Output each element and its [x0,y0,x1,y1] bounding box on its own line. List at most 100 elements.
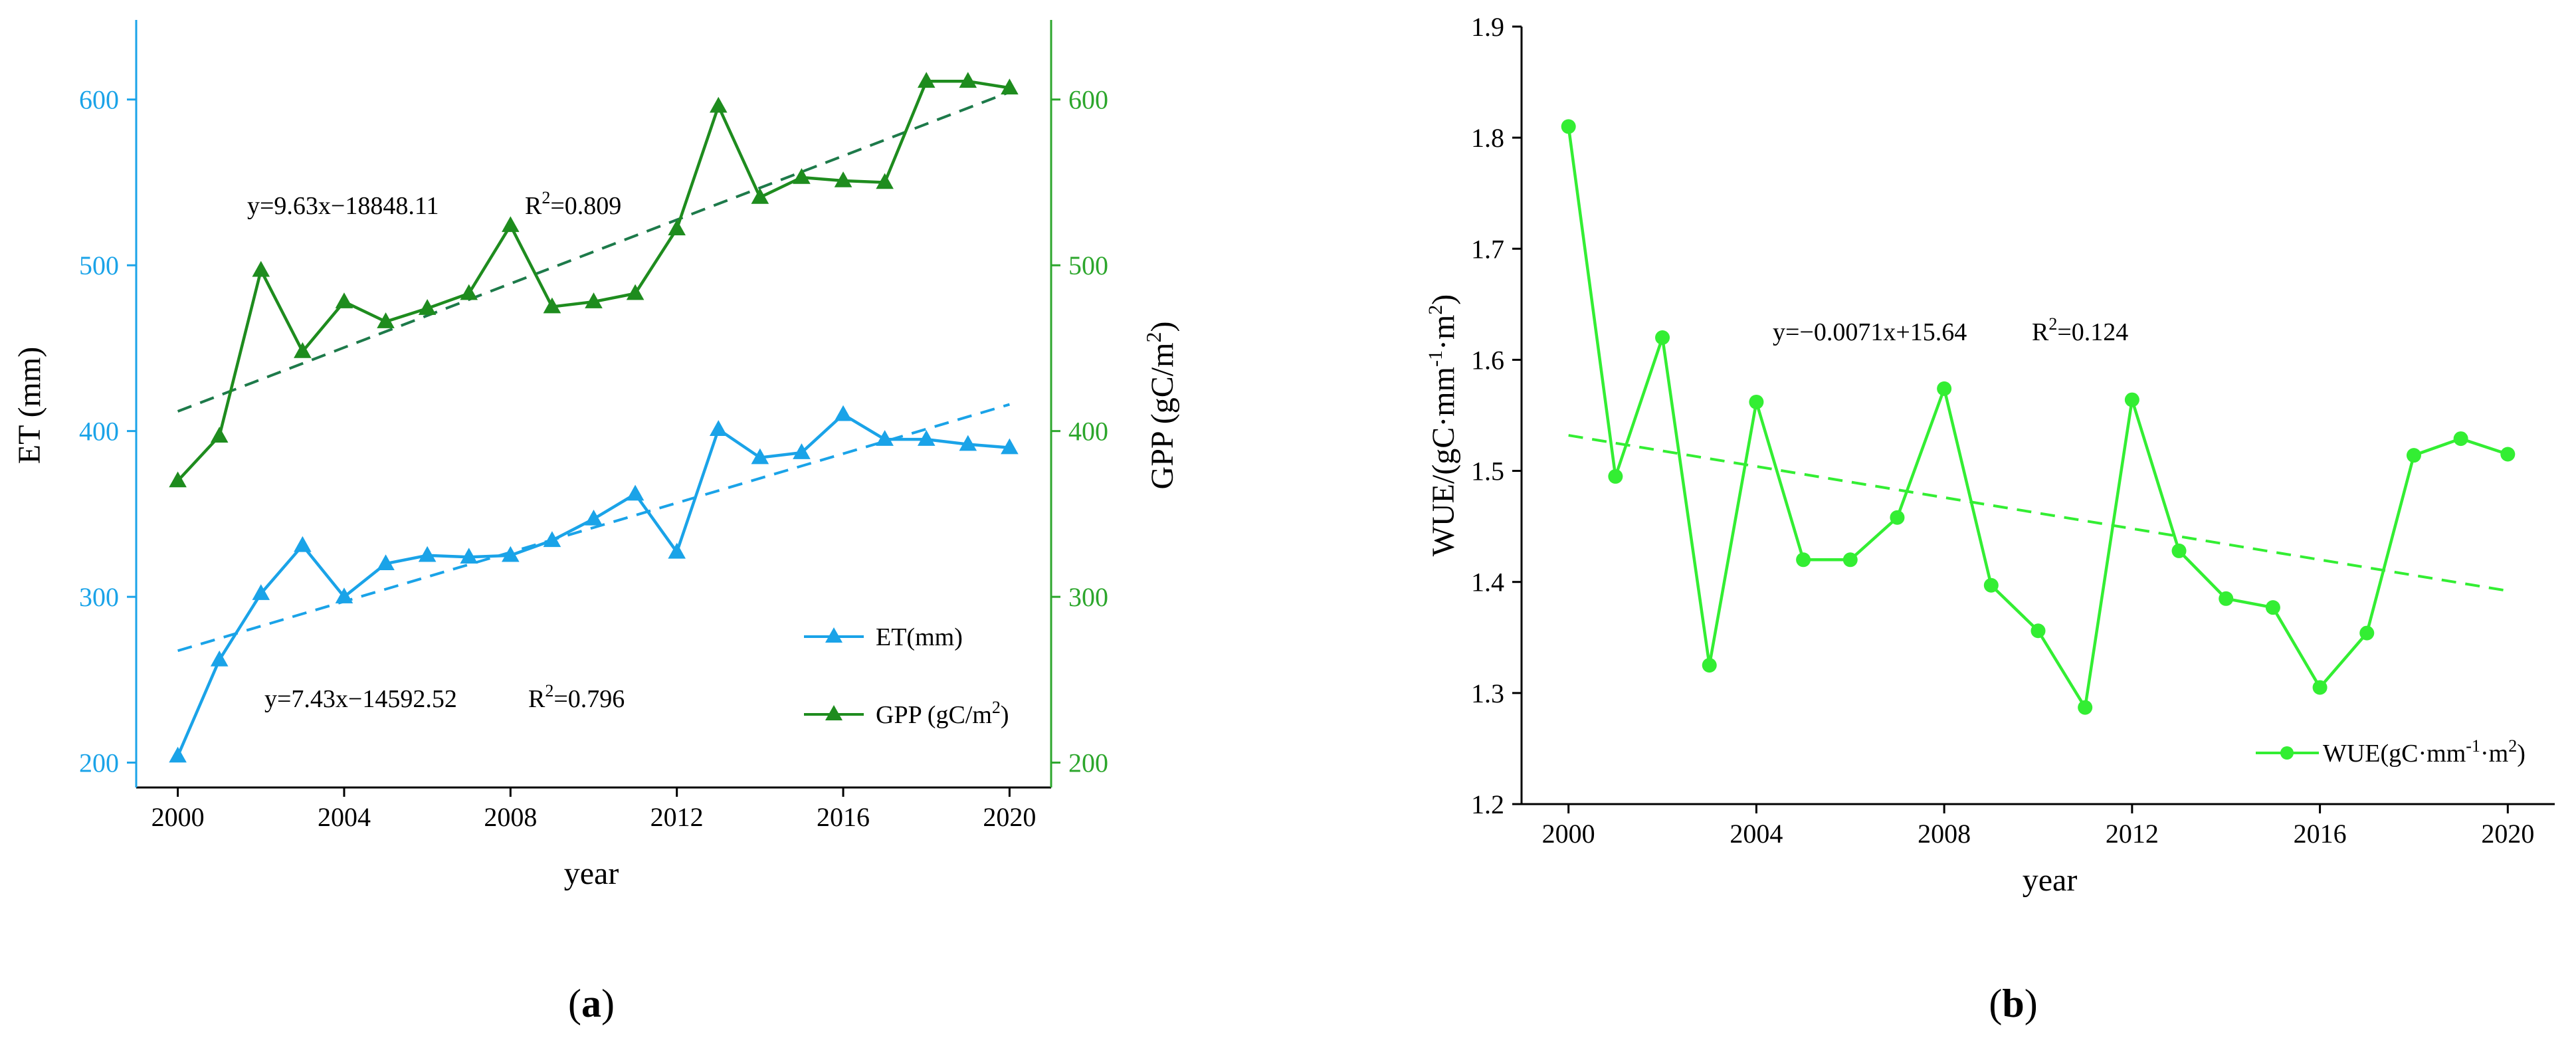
panel-b-legend-sup2: 2 [2508,736,2517,756]
panel-a-et-point [668,542,686,559]
panel-a-y-left-tick-label: 300 [79,582,119,612]
panel-a-gpp-point [335,292,353,308]
panel-b-y-title-end: ) [1426,294,1461,305]
panel-a-y-left-tick-label: 600 [79,85,119,115]
panel-a-gpp-r2-value: =0.809 [550,192,621,220]
panel-b-equation: y=−0.0071x+15.64 [1773,318,1967,346]
panel-b-wue-line [1567,126,2509,709]
panel-a-legend-gpp-end: ) [1001,701,1009,729]
panel-a-gpp-point [460,284,478,300]
panel-a-legend-et-label: ET(mm) [876,623,963,651]
panel-b-r2-value: =0.124 [2057,318,2128,346]
panel-b-r2-sup: 2 [2048,314,2057,334]
panel-b-x-tick-label: 2012 [2106,819,2159,849]
panel-b-label: (b) [1989,982,2037,1025]
panel-b-wue-point [2453,431,2468,447]
panel-b-x-tick-label: 2000 [1542,819,1595,849]
panel-a-y-right-tick-label: 200 [1068,748,1108,778]
panel-b-x-tick-label: 2004 [1730,819,1783,849]
panel-a-gpp-point [1001,78,1019,95]
panel-a-gpp-point [959,72,977,88]
panel-a-et-point [793,443,811,459]
panel-a-et-point [917,430,936,446]
panel-b-r2: R2=0.124 [2032,314,2128,346]
panel-b-wue-point [2265,600,2280,615]
panel-a-et-point [709,420,728,436]
panel-b-x-axis-title: year [2023,863,2078,898]
panel-a-y-right-tick-label: 500 [1068,251,1108,280]
panel-a-label-letter: a [581,982,601,1025]
panel-a-gpp-point [668,219,686,236]
panel-a-y-right-title-end: ) [1145,322,1180,332]
panel-a-series [169,72,1019,763]
panel-a-trendlines [177,90,1011,653]
panel-b-wue-point [2359,625,2375,641]
panel-a-et-point [335,587,353,603]
panel-b-y-tick-label: 1.6 [1471,345,1504,375]
panel-a-label: (a) [568,982,615,1025]
panel-b-x-tick-label: 2008 [1918,819,1971,849]
panel-b-y-axis-title: WUE/(gC·mm-1·m2) [1425,294,1461,557]
panel-a-gpp-point [377,312,395,328]
panel-a-gpp-point [793,167,811,184]
panel-a-gpp-equation: y=9.63x−18848.11 [247,192,439,220]
panel-b-y-tick-label: 1.5 [1471,457,1504,486]
panel-b-wue-point [2171,543,2187,558]
panel-a-et-point [294,536,312,552]
panel-a-gpp-point [876,173,894,189]
panel-b-label-close: ) [2025,982,2038,1025]
panel-b-trendline [1568,434,2508,593]
panel-a-gpp-point [418,299,437,315]
panel-b-wue-point [1561,119,1576,134]
panel-b-y-title-mid: ·m [1426,315,1461,350]
panel-b-legend-marker [2280,746,2294,760]
panel-a-x-tick-label: 2008 [484,802,537,832]
panel-b-legend-mid: ·m [2480,740,2508,768]
panel-a-et-point [834,405,852,421]
panel-a-et-equation: y=7.43x−14592.52 [264,685,457,713]
panel-b-wue-point [2078,700,2093,715]
panel-a-y-left-tick-label: 200 [79,748,119,778]
panel-b-wue-point [1890,510,1905,525]
panel-b-legend-label: WUE(gC·mm-1·m2) [2323,736,2526,768]
panel-a-legend-gpp-main: GPP (gC/m [876,701,992,729]
panel-a-y-left-tick-label: 500 [79,251,119,280]
panel-b-wue-point [2312,680,2328,695]
panel-b-legend-end: ) [2517,740,2526,768]
panel-a-ticks: 2000 2004 2008 2012 2016 2020 200 300 400 500 600 2… [79,85,1108,832]
panel-a-gpp-point [709,96,728,113]
panel-a-y-left-tick-label: 400 [79,417,119,447]
panel-a-gpp-r2-r: R [525,192,542,220]
panel-a-legend-gpp-sup: 2 [992,698,1001,717]
panel-b-wue-point [1749,394,1764,409]
panel-a-y-left-axis-title: ET (mm) [12,347,47,464]
panel-a-et-point [377,554,395,571]
panel-b-wue-point [1842,552,1858,568]
panel-a-legend-et-marker [825,627,842,643]
panel-a-et-r2-sup: 2 [545,681,553,700]
panel-b-y-tick-label: 1.7 [1471,234,1504,264]
panel-a-label-close: ) [601,982,615,1025]
panel-a-gpp-point [585,292,603,308]
panel-b-y-tick-label: 1.9 [1471,12,1504,42]
panel-a-legend: ET(mm) GPP (gC/m2) [804,623,1009,729]
panel-b-r2-r: R [2032,318,2049,346]
panel-a-gpp-point [917,72,936,88]
panel-b-axes [1520,27,2555,805]
panel-a-gpp-point [626,284,644,300]
panel-b-y-title-sup2: 2 [1425,305,1446,315]
panel-a-et-point [585,509,603,526]
panel-a-legend-gpp-marker [825,705,842,720]
panel-a-y-right-axis-title: GPP (gC/m2) [1141,322,1180,490]
panel-b-label-open: ( [1989,982,2002,1025]
panel-a-gpp-point [169,471,187,488]
panel-a-x-tick-label: 2004 [318,802,371,832]
panel-a-gpp-point [502,216,520,233]
panel-b-wue-point [1655,330,1670,345]
panel-a-gpp-point [252,261,270,277]
panel-b-wue-trendline [1568,434,2508,593]
panel-b-wue-point [2500,447,2516,462]
panel-a-x-tick-label: 2000 [151,802,205,832]
panel-a-label-open: ( [568,982,581,1025]
panel-a-et-r2-r: R [528,685,545,713]
